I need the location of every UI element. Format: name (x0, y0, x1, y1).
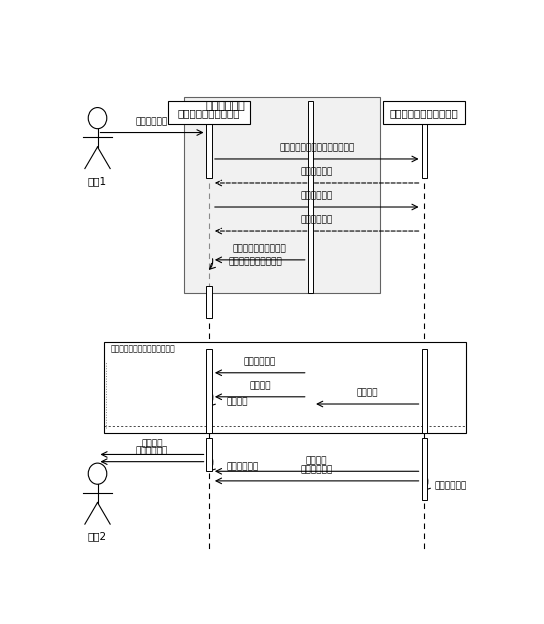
Bar (422, 101, 427, 178)
Text: 流量计数: 流量计数 (356, 389, 378, 397)
Bar (308, 101, 313, 293)
Bar (207, 349, 212, 433)
Text: 传输请求确认: 传输请求确认 (301, 216, 333, 225)
Bar (168, 101, 250, 124)
Bar (207, 286, 212, 318)
Bar (207, 101, 212, 178)
Circle shape (88, 107, 107, 129)
Text: 流量计数: 流量计数 (226, 397, 248, 406)
Bar (184, 97, 380, 293)
Text: 接入请求（携带鉴权验证信息）: 接入请求（携带鉴权验证信息） (279, 144, 354, 153)
Text: 开始数据流量检测统计: 开始数据流量检测统计 (233, 245, 287, 253)
Bar (383, 101, 465, 124)
Text: 结果输出: 结果输出 (306, 456, 327, 465)
Bar (422, 437, 427, 500)
Bar (207, 437, 212, 471)
Text: 流量结果校准: 流量结果校准 (435, 481, 467, 490)
Text: 智能移动网络校准终端: 智能移动网络校准终端 (178, 108, 240, 118)
Bar (422, 349, 427, 433)
Text: 流量结果校准: 流量结果校准 (136, 446, 168, 456)
Text: 接入请求确认: 接入请求确认 (301, 168, 333, 177)
Text: 样本数据传送: 样本数据传送 (244, 358, 276, 366)
Text: 移动通信网络: 移动通信网络 (205, 101, 245, 111)
Text: 开始数据流量检测统计: 开始数据流量检测统计 (229, 258, 282, 267)
Text: 流量结果校准: 流量结果校准 (226, 462, 258, 471)
Text: 循环直到椿个样本数据传输完成: 循环直到椿个样本数据传输完成 (110, 344, 175, 353)
Text: 主角2: 主角2 (88, 532, 107, 542)
Bar (104, 341, 466, 433)
Text: 流量计数: 流量计数 (249, 381, 270, 391)
Text: 流量结果校准: 流量结果校准 (301, 466, 333, 475)
Text: 发起流量校准: 发起流量校准 (136, 117, 168, 126)
Text: 主角1: 主角1 (88, 176, 107, 186)
Text: 结果输出: 结果输出 (141, 439, 163, 448)
Circle shape (88, 463, 107, 484)
Text: 移动网络流程校准服务器: 移动网络流程校准服务器 (390, 108, 459, 118)
Text: 数据传输请求: 数据传输请求 (301, 192, 333, 201)
